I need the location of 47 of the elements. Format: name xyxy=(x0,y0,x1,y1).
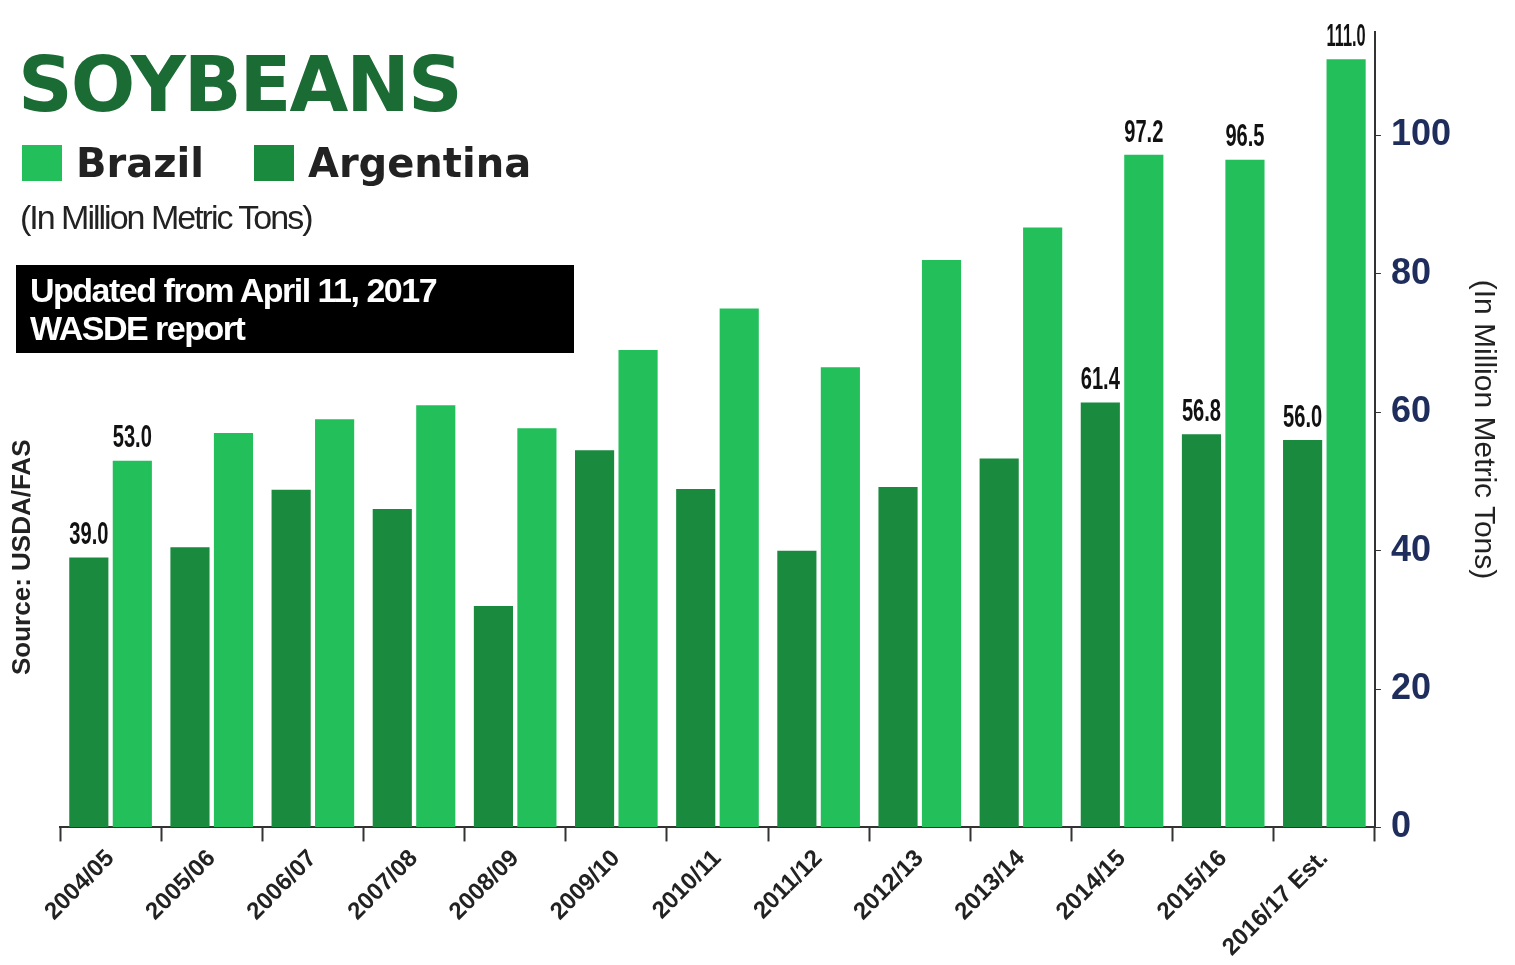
bar xyxy=(1181,434,1222,827)
bar xyxy=(517,428,557,827)
bar xyxy=(878,486,918,827)
bar xyxy=(315,419,355,827)
legend-label: Brazil xyxy=(75,140,204,186)
bar xyxy=(416,405,456,827)
bar xyxy=(820,367,860,827)
bar xyxy=(1225,159,1265,827)
legend-label: Argentina xyxy=(306,140,532,186)
bar xyxy=(719,308,759,827)
note-box: Updated from April 11, 2017 WASDE report xyxy=(16,265,574,353)
bar xyxy=(1080,402,1120,827)
bar xyxy=(170,547,210,827)
data-label: 61.4 xyxy=(1080,360,1120,397)
text: (In Million Metric Tons) xyxy=(20,198,312,237)
data-label: 53.0 xyxy=(112,418,152,455)
bar xyxy=(112,460,152,827)
data-label: 56.0 xyxy=(1283,398,1323,434)
y-tick-label: 40 xyxy=(1390,527,1431,569)
bar xyxy=(575,450,615,827)
bar xyxy=(921,259,962,827)
bar xyxy=(1023,227,1063,827)
bar xyxy=(777,550,817,827)
bar xyxy=(1124,154,1164,827)
data-label: 97.2 xyxy=(1124,112,1164,149)
bar xyxy=(1283,439,1323,827)
data-label: 56.8 xyxy=(1181,392,1222,429)
bar xyxy=(618,349,658,827)
y-tick-label: 80 xyxy=(1390,250,1431,292)
bar xyxy=(979,458,1019,827)
bar xyxy=(271,489,311,827)
bar xyxy=(372,509,412,827)
data-label: 96.5 xyxy=(1225,117,1265,154)
bar xyxy=(69,557,109,827)
y-tick-label: 100 xyxy=(1390,112,1452,154)
y-tick-label: 0 xyxy=(1390,804,1411,846)
y-tick-label: 20 xyxy=(1390,665,1431,707)
bar xyxy=(676,489,716,827)
y-tick-label: 60 xyxy=(1390,389,1431,431)
bar xyxy=(213,432,254,827)
bar xyxy=(1326,59,1366,827)
data-label: 39.0 xyxy=(69,515,109,552)
chart-title: SOYBEANS xyxy=(18,40,461,129)
data-label: 111.0 xyxy=(1326,17,1366,53)
source-note: Source: USDA/FAS xyxy=(6,439,37,675)
bar xyxy=(473,606,513,827)
y-axis-title: (In Million Metric Tons) xyxy=(1468,279,1502,580)
